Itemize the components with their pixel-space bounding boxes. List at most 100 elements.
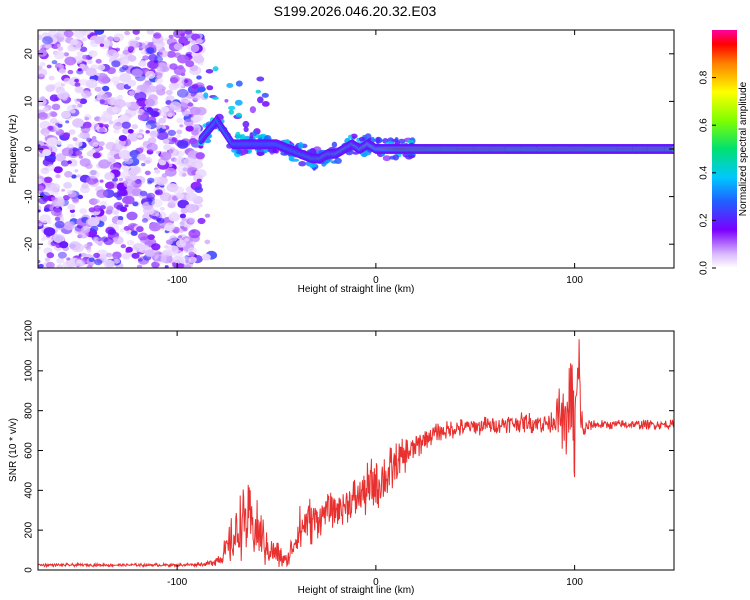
noise-blob xyxy=(187,102,194,107)
noise-blob xyxy=(103,124,109,128)
noise-blob xyxy=(54,203,60,208)
noise-blob xyxy=(102,85,110,92)
noise-blob xyxy=(77,68,82,72)
noise-blob xyxy=(183,118,194,127)
noise-blob xyxy=(178,235,183,239)
noise-blob xyxy=(159,192,172,202)
noise-blob xyxy=(53,51,65,60)
noise-blob xyxy=(132,30,140,35)
noise-blob xyxy=(188,217,196,223)
noise-blob xyxy=(91,136,97,140)
noise-blob xyxy=(193,55,205,64)
ridge-halo-blob xyxy=(358,136,366,142)
noise-blob xyxy=(145,124,152,130)
noise-blob xyxy=(185,125,194,132)
noise-blob xyxy=(105,181,115,189)
noise-blob xyxy=(53,233,65,243)
noise-blob xyxy=(40,96,46,101)
noise-blob xyxy=(38,34,43,41)
noise-blob xyxy=(42,32,49,38)
noise-blob xyxy=(155,122,161,126)
noise-blob xyxy=(171,137,178,142)
ridge-halo-blob xyxy=(324,159,328,165)
noise-blob xyxy=(99,179,104,183)
noise-blob xyxy=(77,133,84,138)
noise-blob xyxy=(79,208,88,215)
noise-blob xyxy=(165,100,172,105)
colorbar-tick-label: 0.8 xyxy=(699,70,710,84)
noise-blob xyxy=(154,189,163,196)
noise-blob xyxy=(112,122,123,130)
spectrogram-y-label: Frequency (Hz) xyxy=(8,115,19,184)
noise-blob xyxy=(166,50,176,58)
noise-blob xyxy=(92,236,99,242)
noise-blob xyxy=(74,169,79,173)
ridge-halo-blob xyxy=(235,80,243,87)
noise-blob xyxy=(38,259,41,264)
noise-blob xyxy=(147,60,159,69)
noise-blob xyxy=(93,252,100,258)
noise-blob xyxy=(79,46,88,53)
y-tick-label: 400 xyxy=(24,482,35,499)
noise-blob xyxy=(158,117,167,124)
noise-blob xyxy=(131,68,143,78)
noise-blob xyxy=(142,55,150,61)
ridge-halo-blob xyxy=(212,66,219,72)
noise-blob xyxy=(179,221,187,227)
noise-blob xyxy=(190,92,196,97)
noise-blob xyxy=(144,170,151,176)
noise-blob xyxy=(78,146,84,151)
noise-blob xyxy=(99,99,106,104)
noise-blob xyxy=(38,223,43,227)
noise-blob xyxy=(85,163,93,170)
ridge-halo-blob xyxy=(236,149,243,155)
noise-blob xyxy=(56,43,62,48)
ridge-halo-blob xyxy=(385,141,394,145)
noise-blob xyxy=(179,255,191,265)
noise-blob xyxy=(76,228,81,232)
noise-blob xyxy=(195,114,204,122)
ridge-halo-blob xyxy=(212,96,219,100)
noise-blob xyxy=(98,242,103,246)
noise-blob xyxy=(155,77,163,84)
noise-blob xyxy=(88,257,95,263)
ridge-halo-blob xyxy=(252,130,257,137)
noise-blob xyxy=(79,98,88,105)
noise-blob xyxy=(136,264,143,268)
ridge-halo-blob xyxy=(334,157,342,164)
noise-blob xyxy=(138,258,143,262)
noise-blob xyxy=(119,114,125,119)
noise-blob xyxy=(108,120,114,125)
noise-blob xyxy=(169,101,182,111)
ridge-halo-blob xyxy=(406,139,414,144)
noise-blob xyxy=(49,183,61,192)
noise-blob xyxy=(45,43,52,49)
noise-blob xyxy=(156,131,169,141)
noise-blob xyxy=(54,220,65,229)
noise-blob xyxy=(156,176,168,186)
noise-blob xyxy=(99,200,108,207)
ridge-halo-blob xyxy=(256,151,265,156)
noise-blob xyxy=(67,69,74,75)
noise-blob xyxy=(94,30,105,35)
noise-blob xyxy=(43,227,56,237)
noise-blob xyxy=(196,38,203,44)
noise-blob xyxy=(72,118,85,128)
noise-blob xyxy=(46,164,55,171)
noise-blob xyxy=(147,234,155,241)
noise-blob xyxy=(87,59,93,65)
noise-blob xyxy=(177,263,185,268)
noise-blob xyxy=(54,216,61,221)
noise-blob xyxy=(44,257,51,262)
noise-blob xyxy=(138,60,147,67)
noise-blob xyxy=(76,259,82,264)
noise-blob xyxy=(81,252,87,257)
noise-blob xyxy=(60,160,70,167)
noise-blob xyxy=(98,141,105,147)
noise-blob xyxy=(42,36,53,45)
noise-blob xyxy=(94,36,105,44)
noise-blob xyxy=(58,64,65,69)
noise-blob xyxy=(81,37,87,42)
noise-blob xyxy=(85,245,92,251)
noise-blob xyxy=(92,142,99,147)
